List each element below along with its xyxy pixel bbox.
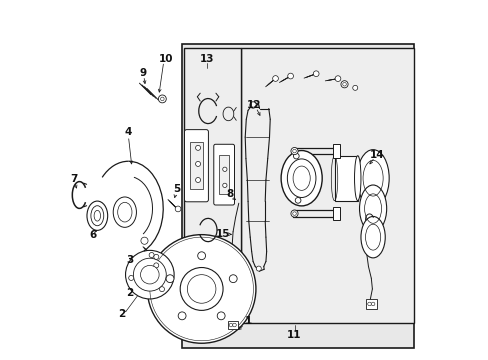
- Text: 12: 12: [246, 100, 261, 110]
- Circle shape: [222, 183, 226, 188]
- Circle shape: [340, 81, 347, 88]
- Circle shape: [272, 76, 278, 81]
- Circle shape: [166, 275, 174, 283]
- Circle shape: [290, 148, 298, 155]
- Bar: [183, 48, 241, 273]
- Circle shape: [229, 275, 237, 283]
- Circle shape: [195, 161, 200, 166]
- Ellipse shape: [356, 150, 388, 207]
- Circle shape: [125, 250, 174, 299]
- Bar: [182, 44, 413, 348]
- Circle shape: [197, 252, 205, 260]
- Circle shape: [140, 265, 159, 284]
- Text: 2: 2: [118, 309, 124, 319]
- Circle shape: [175, 206, 181, 212]
- Circle shape: [222, 167, 226, 171]
- Text: 4: 4: [124, 127, 132, 137]
- Ellipse shape: [87, 201, 107, 230]
- Circle shape: [295, 198, 300, 203]
- Circle shape: [180, 267, 223, 310]
- Circle shape: [370, 302, 374, 306]
- Bar: [190, 143, 203, 189]
- Circle shape: [352, 85, 357, 90]
- Circle shape: [232, 323, 236, 327]
- Ellipse shape: [113, 197, 136, 227]
- Circle shape: [293, 153, 299, 159]
- Text: 7: 7: [70, 174, 77, 184]
- Text: 3: 3: [125, 255, 133, 265]
- Text: 6: 6: [89, 230, 97, 240]
- Text: 8: 8: [226, 189, 233, 199]
- Bar: [332, 144, 340, 158]
- Circle shape: [367, 302, 370, 306]
- Text: 9: 9: [139, 68, 146, 78]
- Circle shape: [217, 312, 224, 320]
- Circle shape: [229, 323, 232, 327]
- Circle shape: [195, 145, 200, 150]
- Ellipse shape: [359, 185, 386, 232]
- Circle shape: [290, 210, 298, 217]
- Circle shape: [287, 73, 293, 79]
- Bar: [218, 155, 229, 194]
- Circle shape: [153, 263, 159, 268]
- Bar: [332, 207, 340, 220]
- Text: 14: 14: [368, 150, 383, 160]
- Circle shape: [158, 95, 166, 103]
- Ellipse shape: [287, 159, 315, 198]
- Circle shape: [128, 275, 133, 280]
- FancyBboxPatch shape: [184, 130, 208, 202]
- Ellipse shape: [360, 216, 385, 258]
- Text: 15: 15: [216, 229, 230, 239]
- Bar: [241, 48, 413, 323]
- Circle shape: [149, 252, 154, 257]
- Circle shape: [249, 102, 256, 108]
- Circle shape: [334, 76, 340, 81]
- Text: 11: 11: [286, 330, 301, 341]
- Text: 5: 5: [173, 184, 180, 194]
- Ellipse shape: [354, 156, 360, 201]
- Circle shape: [256, 266, 261, 271]
- Bar: [334, 156, 357, 201]
- Circle shape: [141, 237, 148, 244]
- Circle shape: [159, 287, 164, 292]
- Text: 1: 1: [244, 316, 251, 326]
- Bar: [365, 299, 377, 309]
- FancyBboxPatch shape: [213, 144, 234, 205]
- Bar: [227, 321, 238, 329]
- Circle shape: [178, 312, 185, 320]
- Circle shape: [133, 258, 166, 291]
- Circle shape: [313, 71, 318, 77]
- Text: 2: 2: [125, 288, 133, 297]
- Circle shape: [147, 235, 255, 343]
- Text: 10: 10: [158, 54, 173, 64]
- Circle shape: [195, 177, 200, 183]
- Circle shape: [154, 255, 159, 259]
- Ellipse shape: [281, 150, 322, 206]
- Text: 13: 13: [199, 54, 213, 64]
